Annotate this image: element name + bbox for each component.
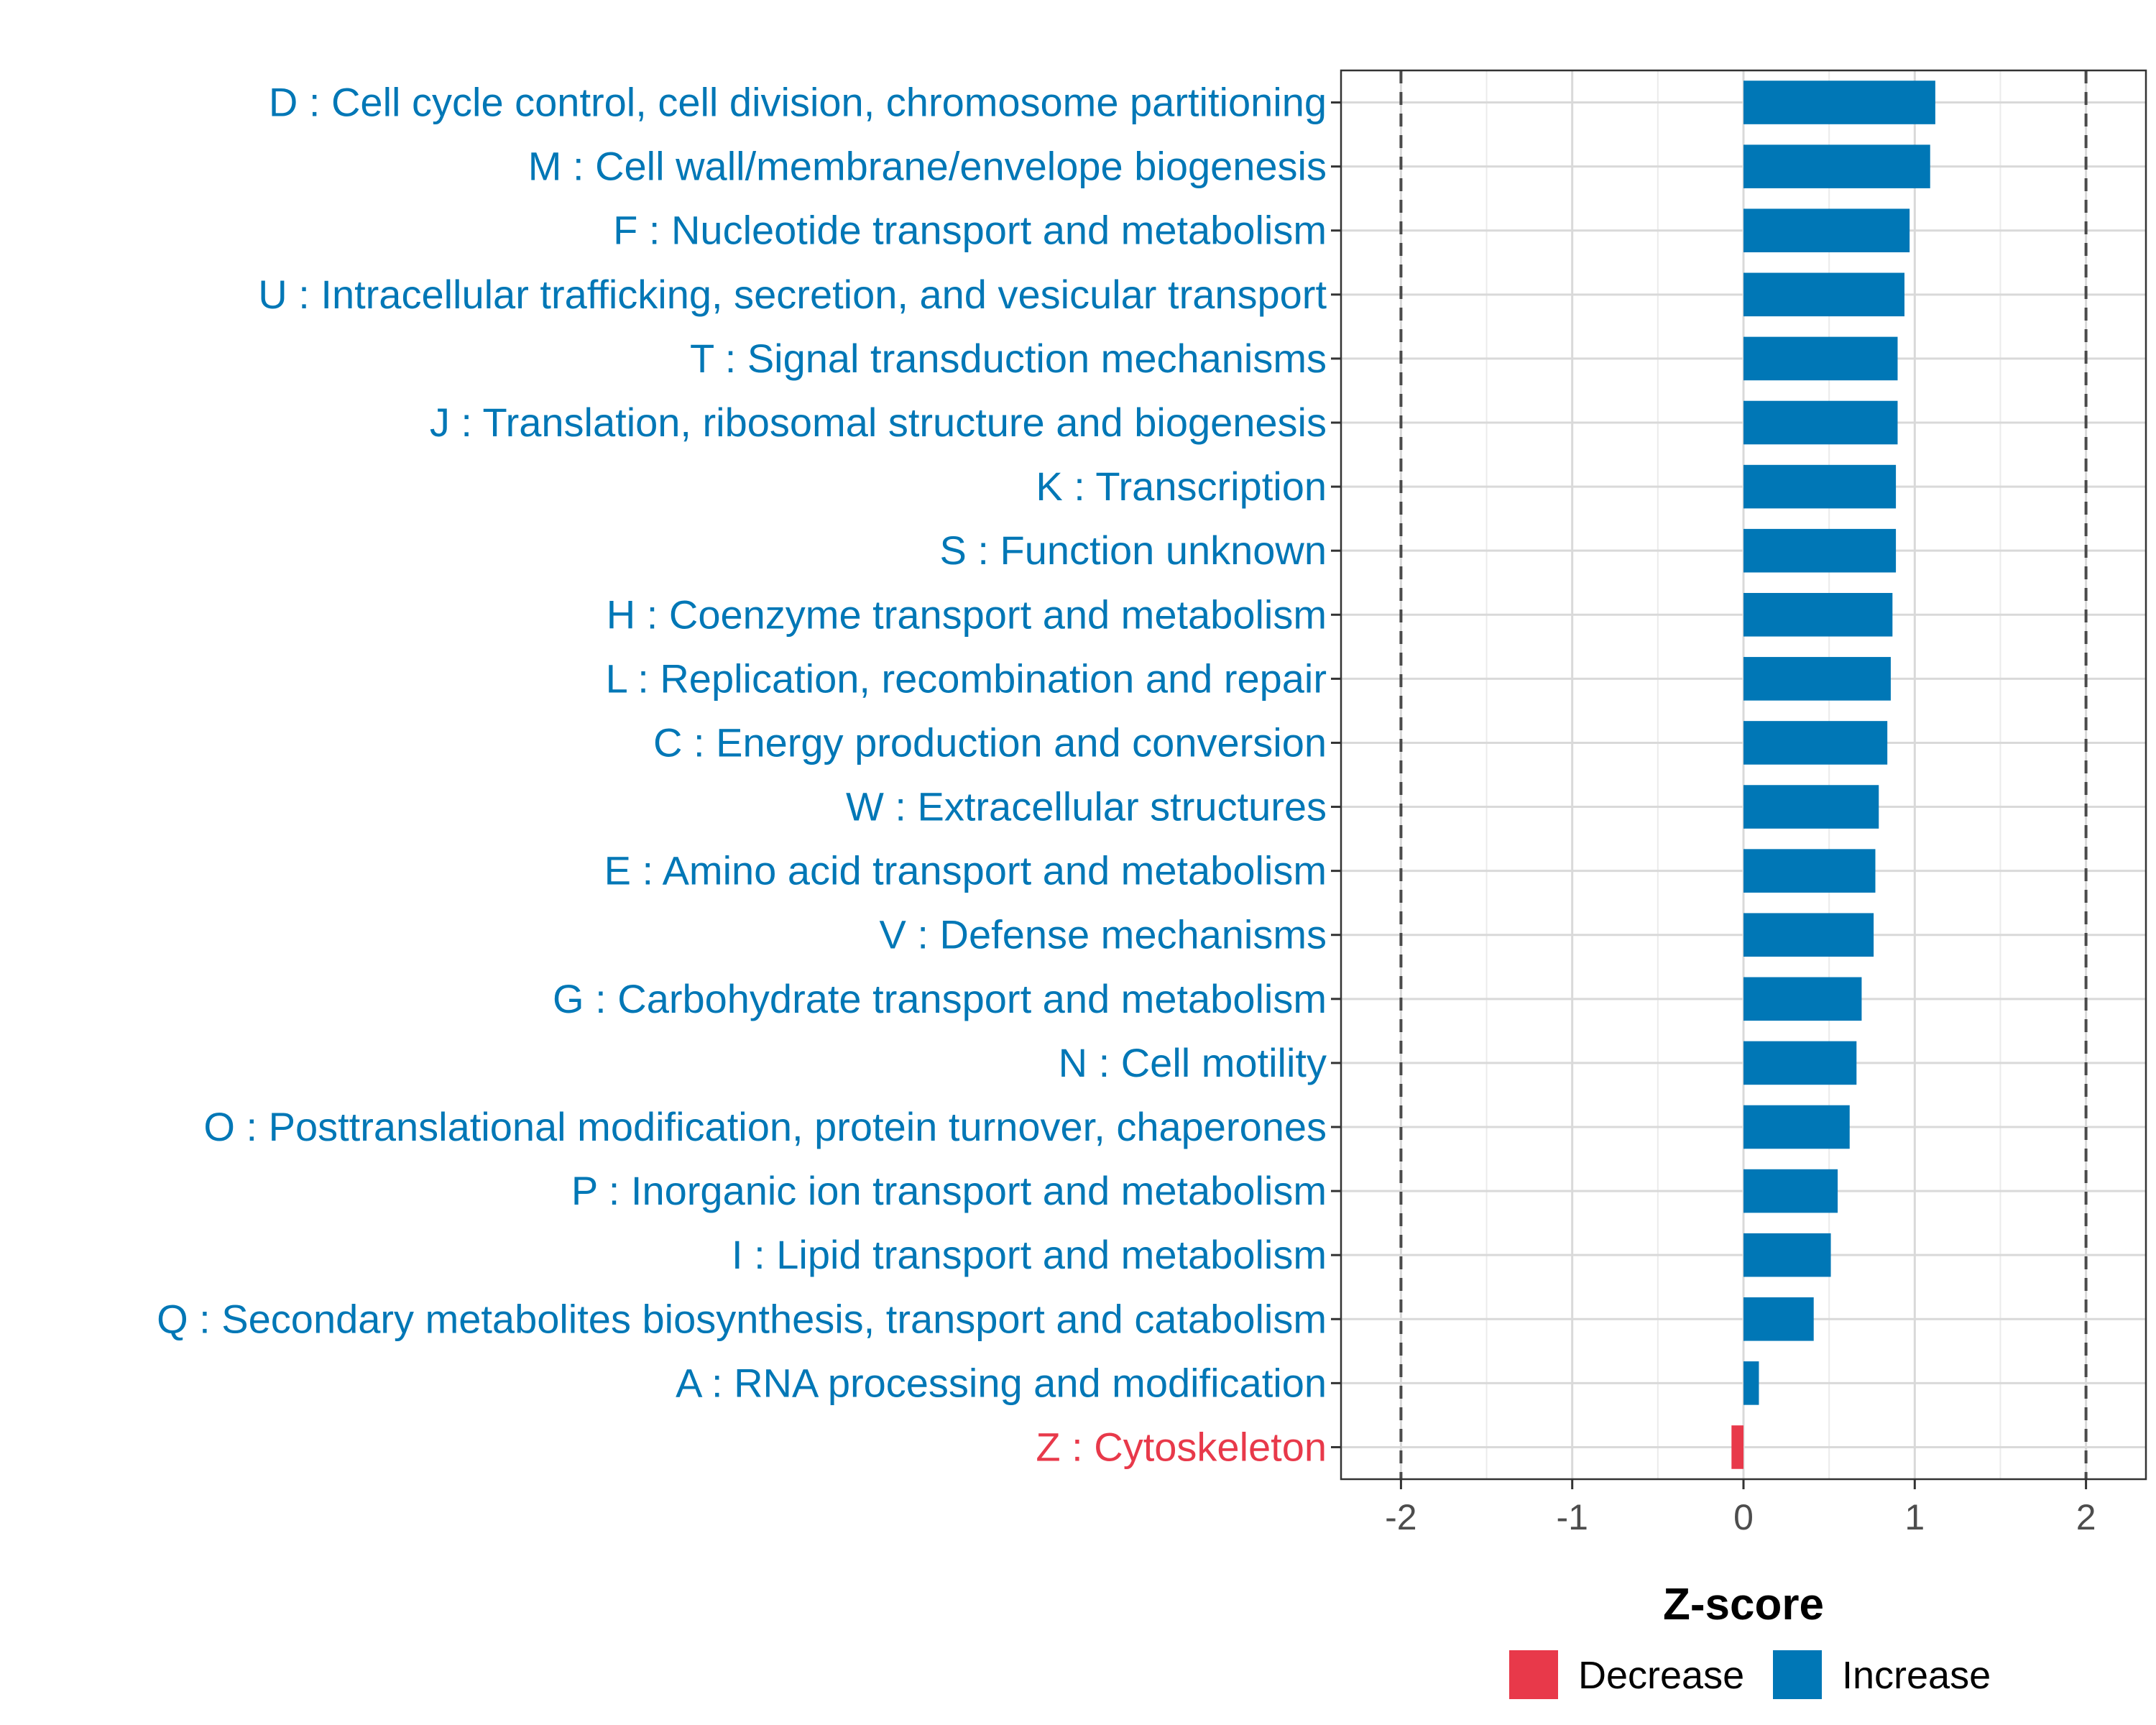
bar <box>1743 849 1876 893</box>
y-tick-label: C : Energy production and conversion <box>653 719 1327 765</box>
bar <box>1743 592 1893 637</box>
y-tick-label: D : Cell cycle control, cell division, c… <box>269 80 1327 125</box>
bar <box>1743 144 1930 188</box>
y-tick-label: L : Replication, recombination and repai… <box>606 656 1327 701</box>
bar <box>1743 1041 1857 1085</box>
x-tick-label: -1 <box>1556 1497 1588 1537</box>
bar <box>1743 657 1891 701</box>
y-tick-label: H : Coenzyme transport and metabolism <box>607 592 1327 637</box>
y-tick-label: N : Cell motility <box>1059 1040 1327 1085</box>
bar <box>1743 1105 1850 1149</box>
legend-label: Increase <box>1842 1654 1991 1697</box>
y-tick-label: I : Lipid transport and metabolism <box>732 1232 1327 1277</box>
bar <box>1743 1169 1838 1213</box>
bar <box>1743 208 1910 253</box>
x-axis-title: Z-score <box>1663 1580 1824 1629</box>
y-tick-label: S : Function unknown <box>939 528 1327 573</box>
x-tick-label: -2 <box>1385 1497 1416 1537</box>
y-tick-label: A : RNA processing and modification <box>676 1360 1327 1405</box>
y-tick-label: T : Signal transduction mechanisms <box>690 336 1327 381</box>
bar <box>1743 785 1879 829</box>
y-tick-label: V : Defense mechanisms <box>880 912 1327 957</box>
y-tick-label: M : Cell wall/membrane/envelope biogenes… <box>528 144 1327 189</box>
y-tick-label: Q : Secondary metabolites biosynthesis, … <box>157 1296 1327 1341</box>
bar <box>1743 1297 1814 1341</box>
legend-label: Decrease <box>1578 1654 1744 1697</box>
y-tick-label: U : Intracellular trafficking, secretion… <box>258 272 1327 317</box>
bar <box>1743 336 1898 381</box>
y-tick-label: O : Posttranslational modification, prot… <box>203 1104 1327 1149</box>
x-tick-label: 0 <box>1733 1497 1754 1537</box>
x-axis-ticks: -2 -1 0 1 2 <box>1385 1479 2096 1537</box>
threshold-lines <box>1399 70 2088 1479</box>
bar <box>1743 464 1897 509</box>
x-tick-label: 2 <box>2076 1497 2096 1537</box>
bar <box>1743 1233 1831 1277</box>
y-tick-label: J : Translation, ribosomal structure and… <box>430 400 1327 445</box>
legend: Decrease Increase <box>1509 1650 1991 1699</box>
bar <box>1743 977 1862 1021</box>
bars <box>1731 80 1935 1469</box>
bar <box>1743 272 1904 317</box>
y-tick-label: F : Nucleotide transport and metabolism <box>613 208 1327 253</box>
bar <box>1731 1425 1743 1469</box>
y-tick-label: E : Amino acid transport and metabolism <box>604 848 1327 893</box>
bar <box>1743 528 1897 573</box>
x-tick-label: 1 <box>1904 1497 1925 1537</box>
y-axis-ticks: D : Cell cycle control, cell division, c… <box>157 80 1341 1469</box>
y-tick-label: P : Inorganic ion transport and metaboli… <box>571 1168 1327 1213</box>
bar <box>1743 721 1888 765</box>
y-tick-label: Z : Cytoskeleton <box>1036 1424 1327 1469</box>
y-tick-label: W : Extracellular structures <box>846 784 1327 829</box>
bar <box>1743 913 1874 957</box>
bar <box>1743 80 1935 124</box>
y-tick-label: G : Carbohydrate transport and metabolis… <box>553 976 1327 1021</box>
bar <box>1743 400 1898 445</box>
legend-swatch <box>1773 1650 1822 1699</box>
legend-swatch <box>1509 1650 1558 1699</box>
bar <box>1743 1361 1759 1405</box>
y-tick-label: K : Transcription <box>1036 464 1327 509</box>
